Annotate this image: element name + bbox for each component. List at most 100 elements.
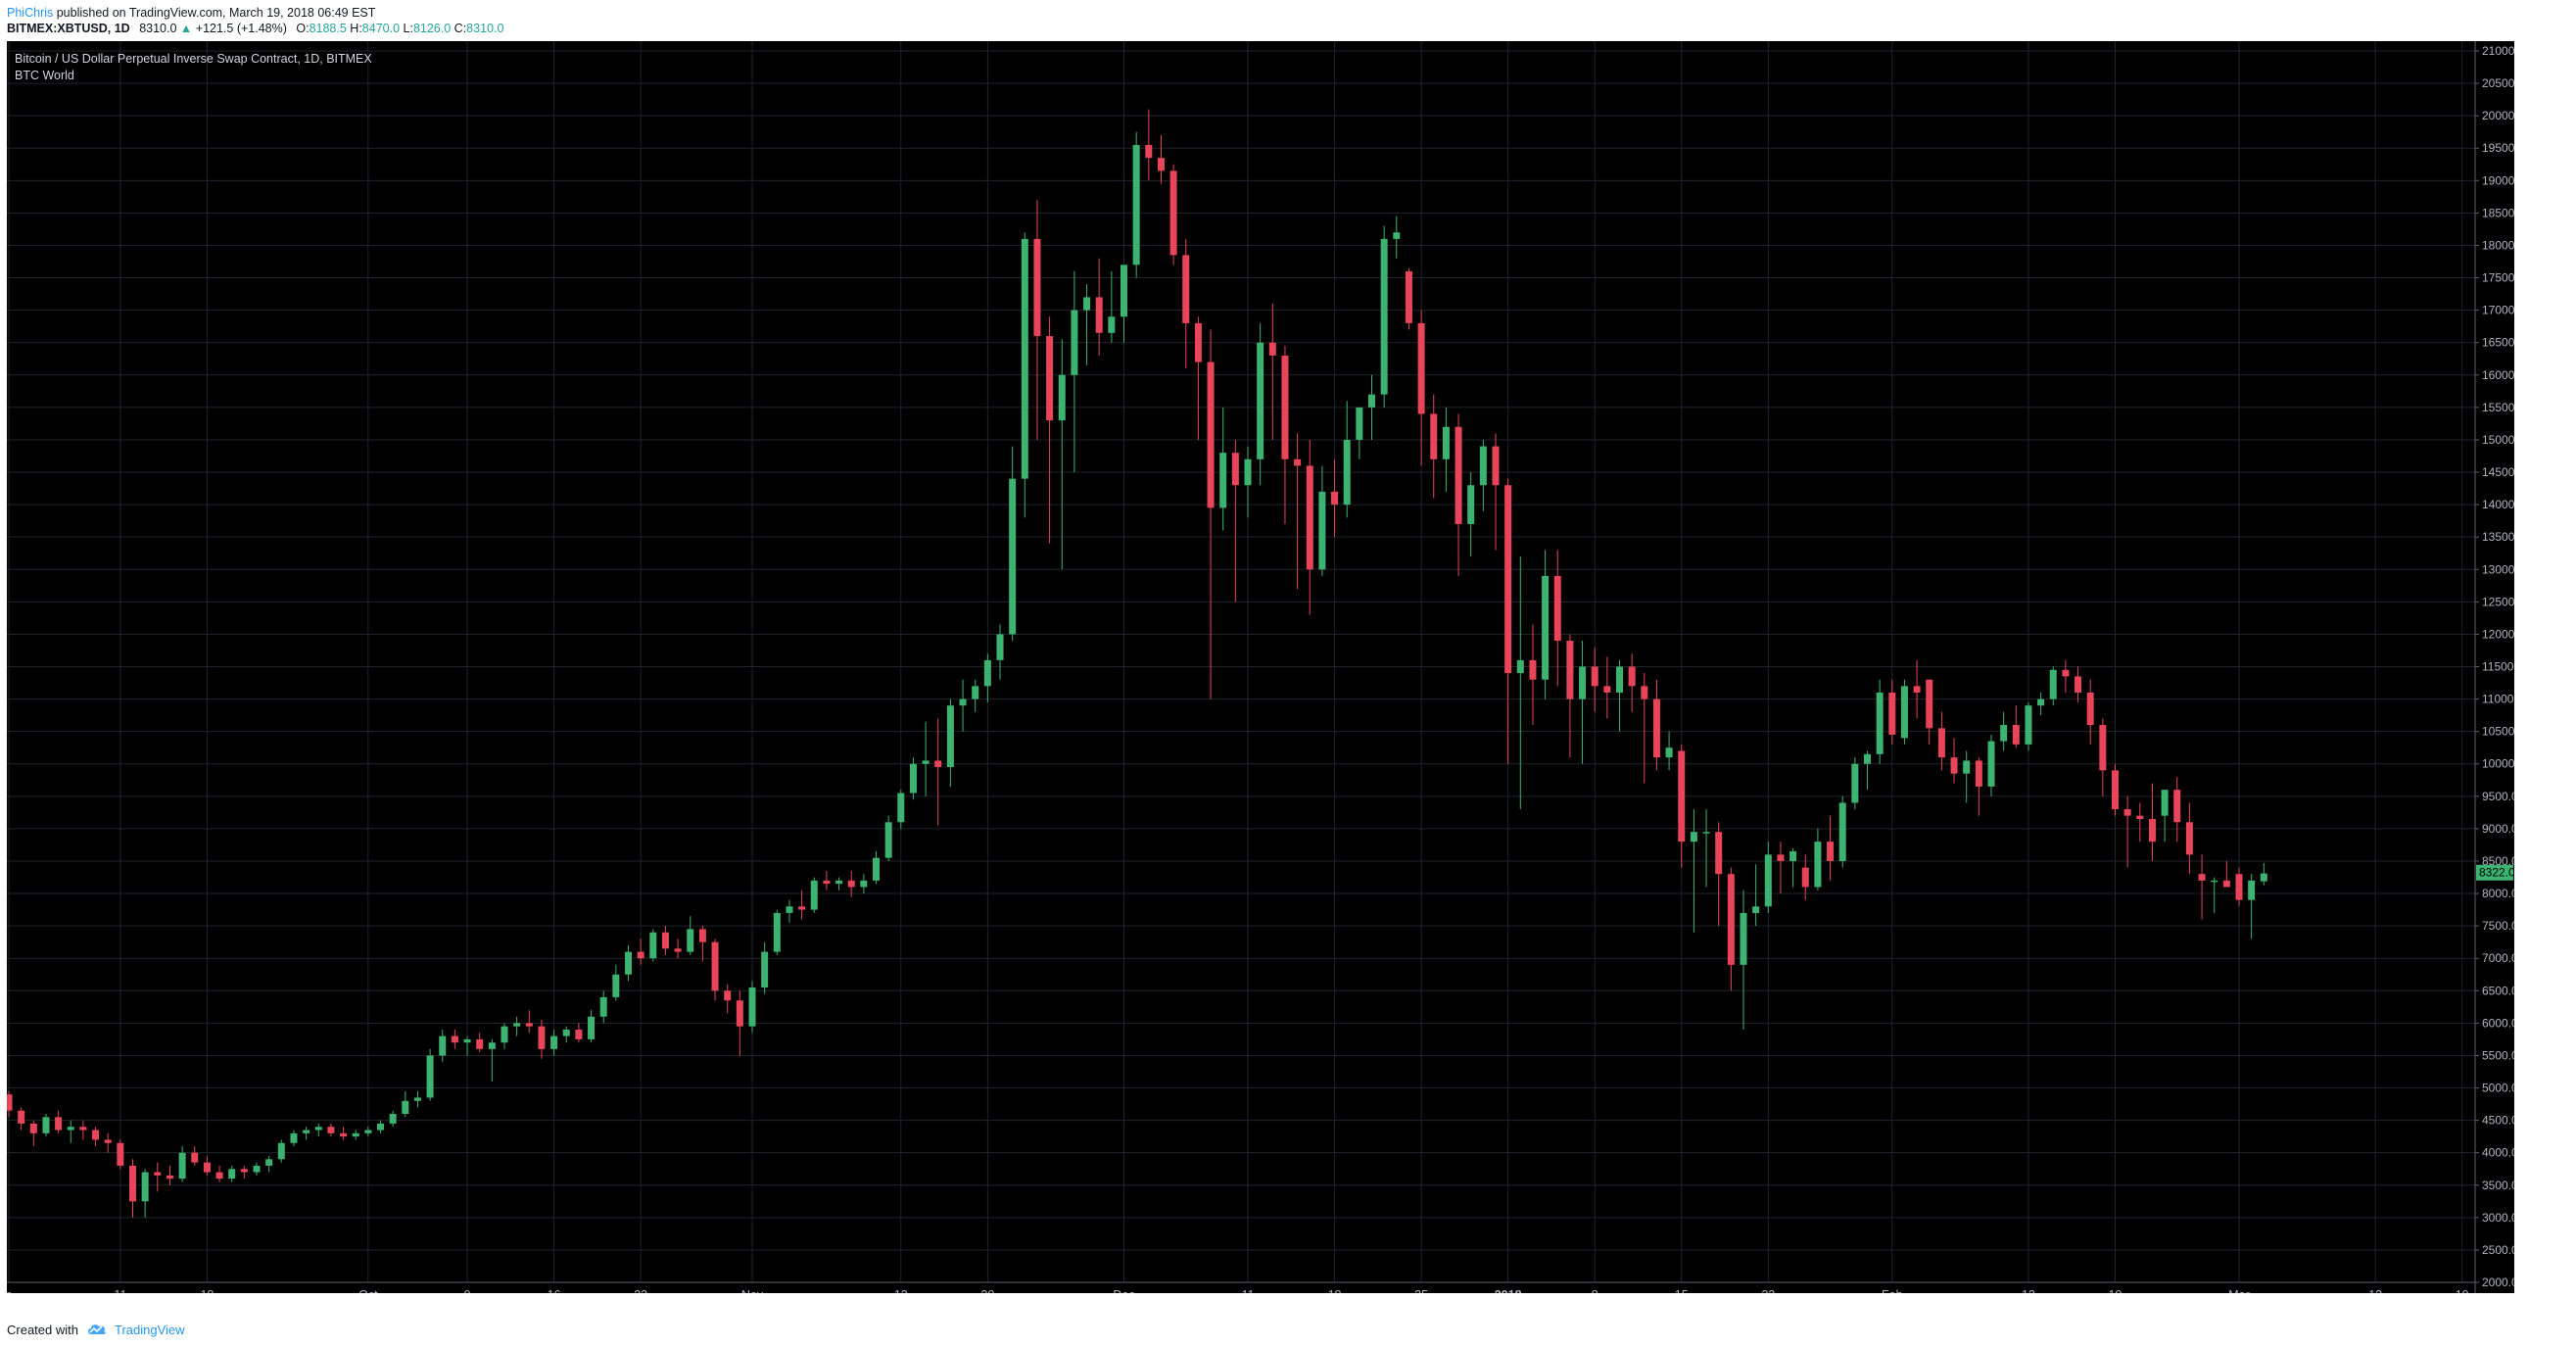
candle-body-up xyxy=(2000,725,2008,742)
price-tick-label: 20500.0 xyxy=(2482,76,2514,90)
candle-body-up xyxy=(1900,686,1908,739)
publish-text: published on TradingView.com, March 19, … xyxy=(56,6,376,20)
candle-body-up xyxy=(1071,310,1078,375)
candle-body-down xyxy=(1566,641,1574,699)
time-tick-label: 12 xyxy=(2022,1288,2035,1293)
candle-body-up xyxy=(1876,692,1884,754)
candle-body-down xyxy=(674,948,682,952)
candle-body-down xyxy=(1529,659,1537,680)
price-tick-label: 2500.0 xyxy=(2482,1243,2514,1257)
time-tick-label: Dec xyxy=(1113,1288,1134,1293)
candle-body-down xyxy=(1888,692,1896,735)
candle-body-up xyxy=(959,698,967,706)
candle-body-up xyxy=(178,1152,186,1180)
candle-body-down xyxy=(1504,485,1512,674)
price-tick-label: 2000.0 xyxy=(2482,1276,2514,1289)
time-tick-label: 19 xyxy=(2456,1288,2469,1293)
footer: Created with TradingView xyxy=(0,1313,2576,1348)
candle-body-up xyxy=(2260,873,2267,882)
candle-body-up xyxy=(501,1026,508,1043)
candle-body-down xyxy=(661,932,669,949)
time-tick-label: 25 xyxy=(1414,1288,1428,1293)
time-tick-label: 20 xyxy=(980,1288,994,1293)
candle-body-up xyxy=(909,763,917,794)
price-tick-label: 6000.0 xyxy=(2482,1016,2514,1030)
candle-body-up xyxy=(1516,659,1524,674)
candle-body-down xyxy=(2075,676,2082,693)
time-tick-label: 18 xyxy=(1328,1288,1342,1293)
candle-body-up xyxy=(1814,842,1822,888)
tradingview-brand[interactable]: TradingView xyxy=(115,1323,185,1337)
candlestick-chart[interactable]: 2000.0 2500.0 3000.0 3500.0 4000.0 4500.0 5000… xyxy=(7,41,2514,1293)
created-with-text: Created with xyxy=(7,1323,78,1337)
candle-body-down xyxy=(117,1142,124,1166)
close-label: C: xyxy=(453,22,467,35)
candle-body-up xyxy=(810,880,818,910)
candle-body-up xyxy=(228,1169,236,1180)
price-tick-label: 19500.0 xyxy=(2482,141,2514,155)
candle-body-up xyxy=(1058,374,1066,421)
chart-area[interactable]: 2000.0 2500.0 3000.0 3500.0 4000.0 4500.0 5000… xyxy=(7,41,2514,1293)
candle-body-down xyxy=(1294,458,1302,466)
price-tick-label: 10500.0 xyxy=(2482,725,2514,739)
candle-body-up xyxy=(1219,453,1227,508)
candle-body-up xyxy=(1343,439,1351,506)
time-tick-label: 8 xyxy=(1592,1288,1598,1293)
candle-body-down xyxy=(1331,491,1339,506)
time-tick-label: 13 xyxy=(894,1288,908,1293)
candle-body-down xyxy=(2173,790,2181,823)
candle-body-down xyxy=(1095,297,1103,333)
candle-body-up xyxy=(1108,316,1116,333)
price-tick-label: 12000.0 xyxy=(2482,627,2514,641)
candle-body-up xyxy=(1740,912,1747,965)
candle-body-down xyxy=(1926,679,1933,729)
candle-body-up xyxy=(1393,232,1401,239)
candle-body-down xyxy=(637,951,644,959)
high-label: H: xyxy=(350,22,362,35)
candle-body-up xyxy=(922,760,930,764)
candle-body-down xyxy=(2185,822,2193,855)
candle-body-down xyxy=(1169,170,1177,256)
candle-body-down xyxy=(823,880,831,885)
candle-body-down xyxy=(1306,465,1313,570)
price-tick-label: 6500.0 xyxy=(2482,984,2514,997)
candle-body-up xyxy=(377,1123,384,1131)
candle-body-down xyxy=(2012,725,2020,745)
candle-body-down xyxy=(1182,255,1190,323)
candle-body-up xyxy=(649,932,657,959)
time-tick-label: 11 xyxy=(1242,1288,1255,1293)
candle-body-down xyxy=(2136,815,2144,819)
price-tick-label: 7000.0 xyxy=(2482,951,2514,965)
candle-body-up xyxy=(364,1130,372,1133)
candle-body-up xyxy=(402,1100,409,1114)
candle-body-down xyxy=(476,1038,484,1049)
time-tick-label: 9 xyxy=(464,1288,471,1293)
candle-body-up xyxy=(1752,906,1760,913)
price-tick-label: 15000.0 xyxy=(2482,433,2514,447)
candle-body-down xyxy=(1950,757,1958,774)
candle-body-down xyxy=(525,1023,533,1027)
time-tick-label: 23 xyxy=(634,1288,647,1293)
candle-body-down xyxy=(698,929,706,942)
candle-body-up xyxy=(1318,491,1326,570)
candle-body-down xyxy=(29,1123,37,1133)
time-tick-label: Feb xyxy=(1882,1288,1903,1293)
time-tick-label: 12 xyxy=(2368,1288,2382,1293)
low-label: L: xyxy=(403,22,413,35)
time-tick-label: 15 xyxy=(1675,1288,1689,1293)
candle-body-down xyxy=(1207,361,1215,508)
candle-body-up xyxy=(1838,802,1846,861)
candle-body-down xyxy=(129,1165,136,1202)
time-tick-label: 2018 xyxy=(1495,1288,1522,1293)
candle-body-up xyxy=(389,1113,397,1124)
candle-body-up xyxy=(413,1097,421,1101)
candle-body-down xyxy=(1417,322,1425,414)
candle-body-up xyxy=(352,1132,359,1137)
chart-header: PhiChris published on TradingView.com, M… xyxy=(0,0,2576,41)
candle-body-down xyxy=(1727,874,1735,965)
price-tick-label: 19000.0 xyxy=(2482,173,2514,187)
candle-body-down xyxy=(1405,270,1412,323)
author-link[interactable]: PhiChris xyxy=(7,6,54,20)
candle-body-up xyxy=(1864,753,1871,764)
candle-body-up xyxy=(1479,446,1487,486)
